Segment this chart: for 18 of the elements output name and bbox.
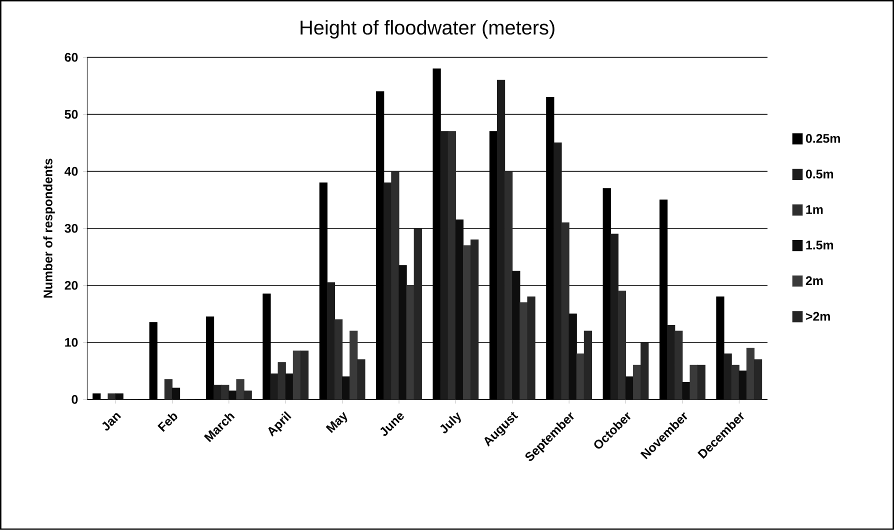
legend-label: 0.5m <box>806 170 834 179</box>
y-tick-label: 0 <box>72 395 78 404</box>
y-axis-title: Number of respondents <box>43 158 55 298</box>
y-tick-label: 60 <box>64 52 78 62</box>
legend-label: 1.5m <box>806 240 834 250</box>
x-tick-label: May <box>326 412 348 434</box>
y-tick-label: 10 <box>65 338 78 347</box>
y-tick-label: 30 <box>64 224 78 233</box>
y-tick-label: 50 <box>64 110 78 119</box>
legend-label: >2m <box>806 312 830 321</box>
chart-title: Height of floodwater (meters) <box>300 20 554 39</box>
legend-label: 1m <box>806 205 823 214</box>
y-tick-label: 20 <box>64 281 78 290</box>
y-tick-label: 40 <box>64 166 78 176</box>
legend-label: 0.25m <box>806 134 840 143</box>
x-tick-label: Feb <box>158 414 178 432</box>
x-tick-label: Jan <box>102 413 122 431</box>
legend-label: 2m <box>806 276 823 286</box>
